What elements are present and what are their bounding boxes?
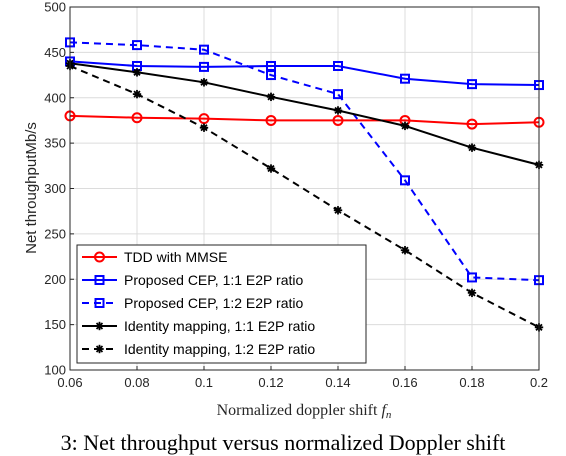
data-point <box>132 89 142 99</box>
legend-label: Identity mapping, 1:2 E2P ratio <box>124 341 315 357</box>
data-point <box>333 206 343 215</box>
data-point <box>467 288 477 298</box>
data-point <box>333 89 343 100</box>
x-tick-label: 0.18 <box>459 375 484 390</box>
x-tick-label: 0.16 <box>392 375 417 390</box>
data-point <box>333 106 343 115</box>
legend-marker <box>95 344 104 354</box>
data-point <box>266 92 276 102</box>
y-axis-title: Net throughputMb/s <box>23 122 40 254</box>
x-tick-label: 0.2 <box>530 375 548 390</box>
legend-marker <box>95 321 104 331</box>
data-point <box>132 40 142 51</box>
data-point <box>132 68 142 77</box>
x-tick-label: 0.1 <box>195 375 213 390</box>
y-tick-label: 250 <box>44 226 66 241</box>
data-point <box>131 112 143 124</box>
series-line <box>69 65 540 329</box>
y-tick-label: 500 <box>44 0 66 15</box>
data-point <box>199 123 209 132</box>
y-tick-labels: 100 150 200 250 300 350 400 450 500 <box>44 0 66 378</box>
legend-label: TDD with MMSE <box>124 249 227 265</box>
y-tick-label: 350 <box>44 136 66 151</box>
series-line <box>69 60 540 86</box>
legend-item: Identity mapping, 1:2 E2P ratio <box>82 341 315 357</box>
tick-marks <box>69 6 540 371</box>
data-point <box>466 118 478 130</box>
data-point <box>467 79 477 90</box>
x-axis-title: Normalized doppler shift fn <box>217 402 392 421</box>
x-tick-labels: 0.06 0.08 0.1 0.12 0.14 0.16 0.18 0.2 <box>57 375 548 390</box>
data-point <box>332 114 344 126</box>
y-tick-label: 100 <box>44 363 66 378</box>
series-line <box>69 41 540 282</box>
series-line <box>69 114 540 126</box>
data-point <box>467 143 477 152</box>
data-point <box>400 246 410 255</box>
y-tick-label: 150 <box>44 317 66 332</box>
series-layer <box>64 37 545 332</box>
figure-caption: 3: Net throughput versus normalized Dopp… <box>60 430 506 455</box>
legend: TDD with MMSE Proposed CEP, 1:1 E2P ratio… <box>76 244 367 364</box>
data-point <box>400 73 410 84</box>
data-point <box>266 70 276 81</box>
series-line <box>69 62 540 166</box>
x-tick-label: 0.14 <box>325 375 350 390</box>
series-3 <box>65 37 544 286</box>
x-tick-label: 0.08 <box>124 375 149 390</box>
data-point <box>400 175 410 186</box>
data-point <box>333 60 343 71</box>
data-point <box>467 272 477 283</box>
x-tick-label: 0.12 <box>258 375 283 390</box>
y-tick-label: 400 <box>44 90 66 105</box>
y-tick-label: 200 <box>44 272 66 287</box>
legend-marker <box>94 251 105 263</box>
legend-marker <box>94 275 105 285</box>
legend-box <box>76 244 367 364</box>
legend-item: Identity mapping, 1:1 E2P ratio <box>82 318 315 334</box>
legend-label: Identity mapping, 1:1 E2P ratio <box>124 318 315 334</box>
data-point <box>199 61 209 72</box>
legend-label: Proposed CEP, 1:1 E2P ratio <box>124 272 303 288</box>
data-point <box>266 60 276 71</box>
data-point <box>198 113 210 125</box>
y-tick-label: 300 <box>44 181 66 196</box>
legend-marker <box>94 298 105 308</box>
data-point <box>265 114 277 126</box>
data-point <box>400 121 410 131</box>
data-point <box>266 164 276 173</box>
legend-item: TDD with MMSE <box>82 249 227 265</box>
legend-item: Proposed CEP, 1:2 E2P ratio <box>82 295 303 311</box>
legend-label: Proposed CEP, 1:2 E2P ratio <box>124 295 303 311</box>
x-tick-label: 0.06 <box>57 375 82 390</box>
legend-item: Proposed CEP, 1:1 E2P ratio <box>82 272 303 288</box>
line-chart: 0.06 0.08 0.1 0.12 0.14 0.16 0.18 0.2 100 150 200… <box>23 0 548 421</box>
y-tick-label: 450 <box>44 45 66 60</box>
data-point <box>199 78 209 87</box>
data-point <box>199 44 209 55</box>
